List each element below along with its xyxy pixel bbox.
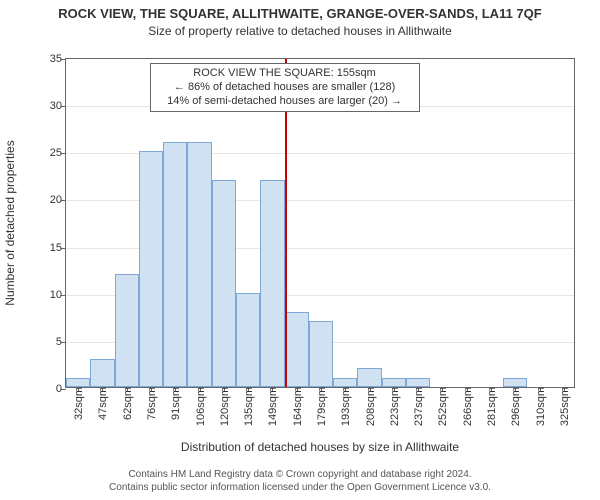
xtick-label: 193sqm bbox=[338, 387, 352, 426]
plot-area: 0510152025303532sqm47sqm62sqm76sqm91sqm1… bbox=[65, 58, 575, 388]
histogram-bar bbox=[333, 378, 357, 387]
histogram-bar bbox=[66, 378, 90, 387]
xtick-label: 252sqm bbox=[435, 387, 449, 426]
chart-title-line1: ROCK VIEW, THE SQUARE, ALLITHWAITE, GRAN… bbox=[0, 6, 600, 21]
histogram-bar bbox=[260, 180, 284, 387]
ytick-label: 25 bbox=[50, 147, 66, 159]
xtick-label: 47sqm bbox=[95, 387, 109, 420]
xtick-label: 223sqm bbox=[387, 387, 401, 426]
xtick-label: 164sqm bbox=[290, 387, 304, 426]
chart-title-line2: Size of property relative to detached ho… bbox=[0, 24, 600, 38]
histogram-bar bbox=[357, 368, 381, 387]
ytick-label: 0 bbox=[56, 383, 66, 395]
ytick-label: 10 bbox=[50, 289, 66, 301]
annotation-line: ← 86% of detached houses are smaller (12… bbox=[157, 81, 413, 95]
histogram-bar bbox=[382, 378, 406, 387]
histogram-bar bbox=[406, 378, 430, 387]
histogram-bar bbox=[115, 274, 139, 387]
histogram-bar bbox=[187, 142, 211, 387]
xtick-label: 135sqm bbox=[241, 387, 255, 426]
footer-text: Contains HM Land Registry data © Crown c… bbox=[0, 468, 600, 494]
histogram-bar bbox=[90, 359, 114, 387]
histogram-bar bbox=[163, 142, 187, 387]
y-axis-label: Number of detached properties bbox=[3, 140, 17, 305]
xtick-label: 208sqm bbox=[363, 387, 377, 426]
histogram-bar bbox=[212, 180, 236, 387]
annotation-box: ROCK VIEW THE SQUARE: 155sqm← 86% of det… bbox=[150, 63, 420, 112]
ytick-label: 30 bbox=[50, 100, 66, 112]
xtick-label: 106sqm bbox=[193, 387, 207, 426]
xtick-label: 296sqm bbox=[508, 387, 522, 426]
xtick-label: 281sqm bbox=[484, 387, 498, 426]
xtick-label: 32sqm bbox=[71, 387, 85, 420]
xtick-label: 179sqm bbox=[314, 387, 328, 426]
ytick-label: 5 bbox=[56, 336, 66, 348]
xtick-label: 149sqm bbox=[265, 387, 279, 426]
xtick-label: 62sqm bbox=[120, 387, 134, 420]
histogram-bar bbox=[236, 293, 260, 387]
footer-line1: Contains HM Land Registry data © Crown c… bbox=[0, 468, 600, 481]
histogram-bar bbox=[309, 321, 333, 387]
xtick-label: 120sqm bbox=[217, 387, 231, 426]
histogram-bar bbox=[139, 151, 163, 387]
xtick-label: 266sqm bbox=[460, 387, 474, 426]
annotation-line: ROCK VIEW THE SQUARE: 155sqm bbox=[157, 67, 413, 81]
xtick-label: 237sqm bbox=[411, 387, 425, 426]
ytick-label: 35 bbox=[50, 53, 66, 65]
xtick-label: 325sqm bbox=[557, 387, 571, 426]
xtick-label: 310sqm bbox=[533, 387, 547, 426]
xtick-label: 76sqm bbox=[144, 387, 158, 420]
annotation-line: 14% of semi-detached houses are larger (… bbox=[157, 95, 413, 109]
ytick-label: 20 bbox=[50, 194, 66, 206]
histogram-bar bbox=[503, 378, 527, 387]
footer-line2: Contains public sector information licen… bbox=[0, 481, 600, 494]
x-axis-label: Distribution of detached houses by size … bbox=[65, 440, 575, 454]
ytick-label: 15 bbox=[50, 242, 66, 254]
xtick-label: 91sqm bbox=[168, 387, 182, 420]
histogram-bar bbox=[285, 312, 309, 387]
